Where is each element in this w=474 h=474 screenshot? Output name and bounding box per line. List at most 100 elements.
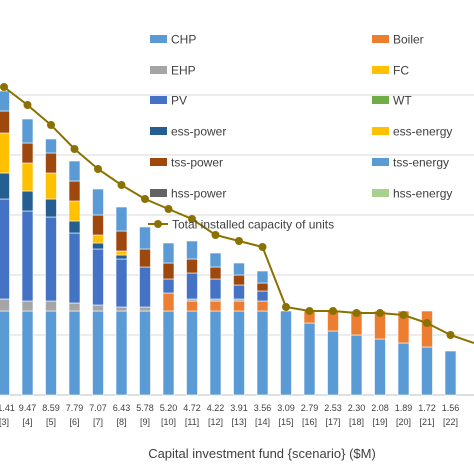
legend-swatch-boiler [372,35,389,43]
bar-segment-tss-energy [209,252,222,268]
x-tick-value: 8.59 [42,403,60,413]
x-tick-value: 2.08 [371,403,389,413]
bar-segment-tss-energy [21,118,34,144]
total-capacity-point [70,145,79,153]
bar-segment-ess-power [45,198,57,218]
bar-segment-boiler [256,300,269,312]
bar-segment-tss-power [0,110,10,134]
legend-swatch-tss-power [150,158,167,166]
bar-segment-chp [162,310,175,396]
total-capacity-point [399,311,408,319]
legend-swatch-chp [150,35,167,43]
bar-segment-chp [280,310,292,396]
bar-segment-ess-energy [115,250,128,256]
bar-segment-chp [421,346,433,396]
bar-segment-pv [186,272,198,300]
bar-segment-pv [139,266,151,308]
bar-segment-tss-power [68,180,81,202]
total-capacity-point [423,319,431,327]
total-capacity-point [446,331,455,339]
legend-label-tss-power: tss-power [171,156,223,170]
total-capacity-point [117,181,126,189]
bar-segment-tss-power [186,258,198,274]
bar-segment-tss-energy [0,90,10,112]
bar-segment-ess-power [21,190,34,212]
x-tick-scenario: [21] [419,417,434,427]
bar-segment-tss-energy [92,188,104,216]
legend-label-ess-energy: ess-energy [393,125,452,139]
bar-segment-chp [45,310,57,396]
bar-segment-chp [21,310,34,396]
x-tick-value: 1.56 [442,403,460,413]
x-tick-value: 3.56 [254,403,272,413]
bar-segment-pv [256,290,269,302]
stacked-bars [0,90,457,396]
total-capacity-point [282,303,290,311]
legend-swatch-tss-energy [372,158,389,166]
x-tick-scenario: [9] [140,417,150,427]
bar-segment-tss-power [233,274,245,286]
x-tick-scenario: [4] [22,417,32,427]
bar-segment-tss-power [162,262,175,280]
bar-segment-chp [256,310,269,396]
bar-segment-boiler [162,292,175,312]
x-tick-value: 5.78 [136,403,154,413]
bar-segment-tss-energy [115,206,128,232]
bar-segment-pv [68,232,81,304]
x-tick-scenario: [10] [161,417,176,427]
bar-segment-chp [397,342,410,396]
total-capacity-point [376,309,384,317]
bar-segment-pv [233,284,245,300]
x-tick-scenario: [13] [231,417,246,427]
bar-segment-ehp [0,298,10,312]
bar-segment-chp [350,334,363,396]
bar-segment-ess-power [0,172,10,200]
x-tick-value: 11.41 [0,403,15,413]
bar-segment-tss-power [21,142,34,164]
x-axis-title: Capital investment fund {scenario} ($M) [148,446,376,461]
bar-segment-pv [115,258,128,308]
x-tick-scenario: [3] [0,417,9,427]
x-tick-scenario: [19] [372,417,387,427]
total-capacity-point [47,121,55,129]
x-tick-scenario: [6] [69,417,79,427]
bar-segment-chp [209,310,222,396]
x-tick-value: 1.72 [418,403,436,413]
x-tick-scenario: [12] [208,417,223,427]
legend-line-marker [154,220,162,228]
bar-segment-tss-energy [256,270,269,284]
bar-segment-ess-energy [21,162,34,192]
legend-swatch-ess-energy [372,127,389,135]
bar-segment-chp [92,310,104,396]
bar-segment-tss-energy [68,160,81,182]
bar-segment-ess-power [92,242,104,250]
legend-swatch-hss-power [150,189,167,197]
bar-segment-tss-power [92,214,104,236]
legend-swatch-ess-power [150,127,167,135]
bar-segment-pv [209,278,222,300]
x-tick-scenario: [8] [116,417,126,427]
x-tick-scenario: [15] [278,417,293,427]
bar-segment-tss-power [45,152,57,174]
bar-segment-ess-power [115,254,128,260]
bar-segment-ehp [68,302,81,312]
legend-label-ehp: EHP [171,64,196,78]
legend-label-boiler: Boiler [393,33,424,47]
bar-segment-ehp [45,300,57,312]
x-tick-scenario: [17] [325,417,340,427]
total-capacity-point [352,309,361,317]
legend-label-chp: CHP [171,33,196,47]
legend-swatch-fc [372,66,389,74]
legend-label-wt: WT [393,94,412,108]
bar-segment-ess-energy [92,234,104,244]
legend-label-hss-energy: hss-energy [393,187,452,201]
x-tick-value: 5.20 [160,403,178,413]
legend-label-ess-power: ess-power [171,125,226,139]
bar-segment-chp [186,310,198,396]
bar-segment-boiler [233,300,245,312]
x-tick-scenario: [18] [349,417,364,427]
total-capacity-line [0,83,474,344]
x-tick-value: 2.53 [324,403,342,413]
bar-segment-ess-energy [45,172,57,200]
bar-segment-chp [444,350,457,396]
